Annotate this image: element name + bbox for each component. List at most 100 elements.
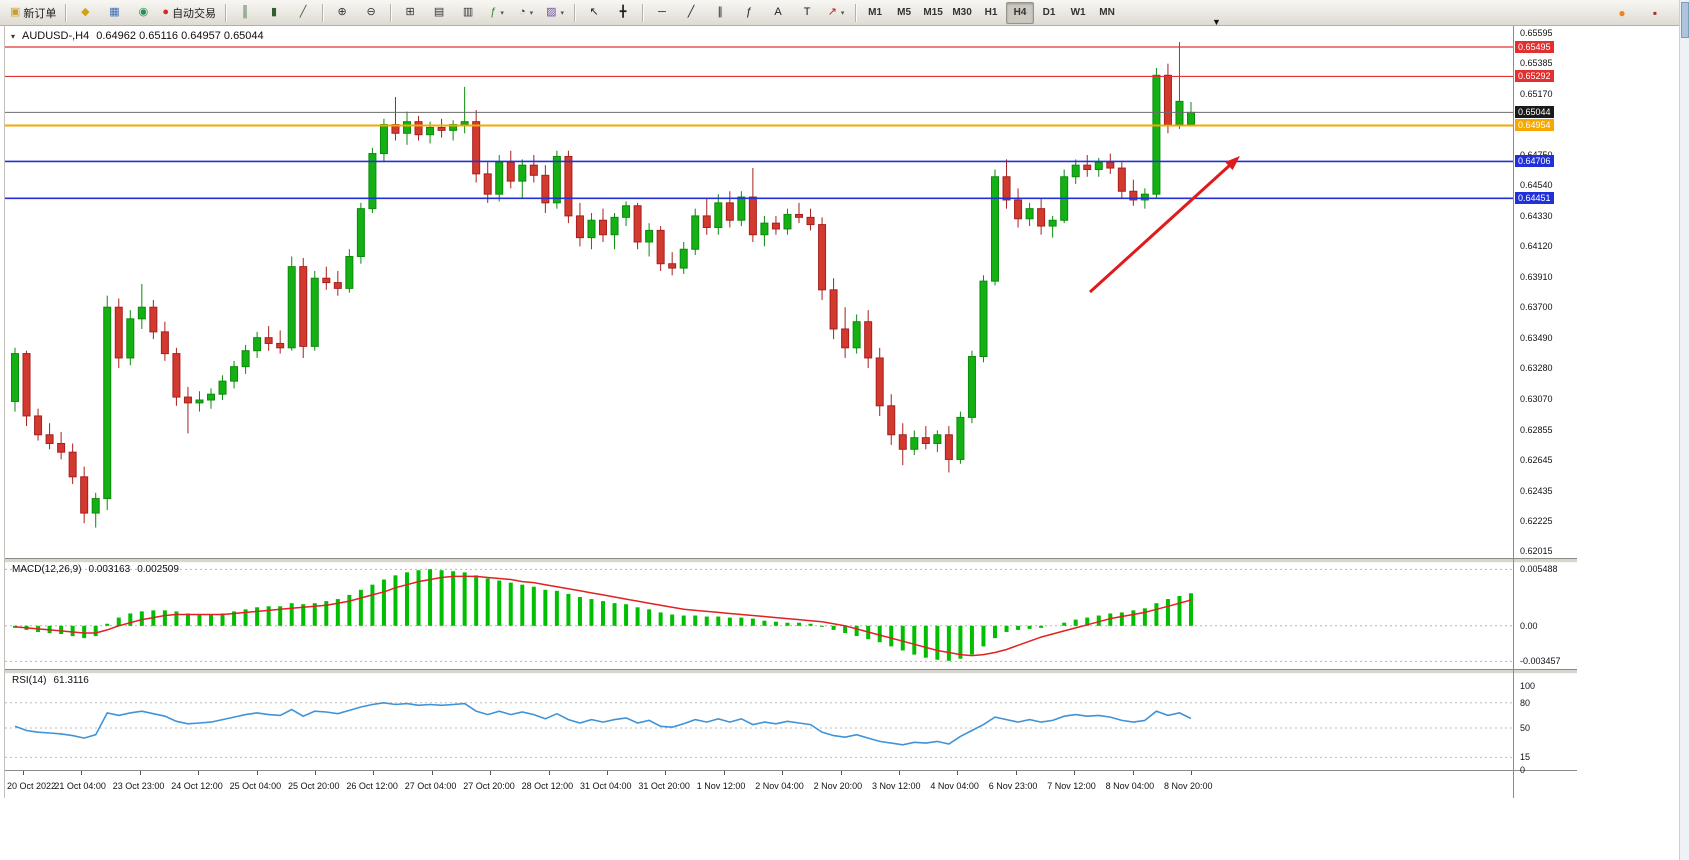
macd-chart-canvas[interactable] [5,561,1513,669]
macd-name: MACD(12,26,9) [12,564,82,575]
time-label: 2 Nov 20:00 [813,781,863,791]
new-order-button-label: 新订单 [23,7,57,20]
rsi-tick: 100 [1520,681,1536,691]
market-watch-button[interactable]: ◆ [71,2,99,24]
timeframe-d1-button[interactable]: D1 [1035,2,1063,24]
time-axis[interactable]: 20 Oct 2022 21 Oct 04:00 23 Oct 23:00 24 Oc… [5,770,1577,799]
rsi-label: RSI(14) 61.3116 [12,675,89,686]
cursor-icon: ↖ [589,6,599,18]
crosshair-button[interactable]: ╋ [609,2,637,24]
macd-value-main: 0.003163 [88,564,131,575]
new-order-icon: ▣ [10,6,21,18]
label-tool-button[interactable]: T [793,2,821,24]
line-chart-icon: ╱ [299,6,307,18]
zoom-out-icon: ⊖ [366,6,376,18]
fibonacci-tool-button[interactable]: ƒ [735,2,763,24]
new-order-button[interactable]: ▣ 新订单 [6,2,60,24]
price-tick: 0.64120 [1520,241,1553,252]
bar-chart-button[interactable]: ║ [231,2,259,24]
candle-chart-icon: ▮ [271,6,278,18]
text-tool-icon: A [774,6,782,18]
dropdown-caret-icon: ▾ [529,9,534,17]
data-window-button[interactable]: ▦ [100,2,128,24]
vertical-scrollbar[interactable] [1679,0,1689,860]
indicators-icon: ƒ [490,6,497,18]
macd-pane[interactable]: MACD(12,26,9) 0.003163 0.002509 [5,561,1513,669]
timeframe-m1-button[interactable]: M1 [861,2,889,24]
price-line-label: 0.64706 [1515,155,1554,168]
dropdown-caret-icon: ▾ [560,9,565,17]
price-pane[interactable]: ▾ AUDUSD-,H4 0.64962 0.65116 0.64957 0.6… [5,26,1513,558]
timeframe-h1-button[interactable]: H1 [977,2,1005,24]
chart-shift-marker-icon: ▼ [1212,17,1221,27]
price-tick: 0.63490 [1520,332,1553,343]
time-label: 20 Oct 2022 [7,781,57,791]
price-tick: 0.64540 [1520,180,1553,191]
time-label: 27 Oct 20:00 [463,781,515,791]
cascade-button[interactable]: ▤ [425,2,453,24]
time-tick [1132,771,1134,775]
one-click-trading-toggle-icon[interactable]: ▾ [11,31,16,41]
pane-separator[interactable] [5,558,1577,563]
price-tick: 0.62225 [1520,516,1553,527]
hline-tool-button[interactable]: ─ [648,2,676,24]
zoom-in-button[interactable]: ⊕ [328,2,356,24]
time-label: 25 Oct 20:00 [288,781,340,791]
channel-tool-button[interactable]: ∥ [706,2,734,24]
data-window-icon: ▦ [109,6,120,18]
app-badge[interactable]: ▪ [1641,2,1669,24]
scrollbar-thumb[interactable] [1681,2,1689,38]
time-label: 8 Nov 04:00 [1105,781,1155,791]
timeframe-m5-button-label: M5 [897,7,912,18]
timeframe-w1-button[interactable]: W1 [1064,2,1092,24]
timeframe-m5-button[interactable]: M5 [890,2,918,24]
timeframe-m15-button[interactable]: M15 [919,2,947,24]
time-label: 25 Oct 04:00 [229,781,282,791]
time-label: 4 Nov 04:00 [930,781,979,791]
label-tool-icon: T [803,6,811,18]
chart-left-border [4,26,5,798]
toolbar-separator [322,3,324,22]
price-chart-canvas[interactable] [5,26,1513,558]
price-line-label: 0.65292 [1515,70,1554,83]
trendline-tool-button[interactable]: ╱ [677,2,705,24]
arrange-button[interactable]: ▥ [454,2,482,24]
autotrading-button[interactable]: ● 自动交易 [158,2,220,24]
timeframe-mn-button[interactable]: MN [1093,2,1121,24]
cursor-button[interactable]: ↖ [580,2,608,24]
line-chart-button[interactable]: ╱ [289,2,317,24]
market-watch-icon: ◆ [81,6,90,18]
rsi-tick: 0 [1520,765,1526,775]
price-tick: 0.64750 [1520,150,1553,160]
chart-ohlc-values: 0.64962 0.65116 0.64957 0.65044 [96,30,264,42]
navigator-icon: ◉ [138,6,149,18]
arrows-tool-button[interactable]: ↗ ▾ [822,2,850,24]
price-axis[interactable]: 0.65595 0.65385 0.65170 0.64750 0.64540 0.643… [1513,26,1580,798]
tile-windows-button[interactable]: ⊞ [396,2,424,24]
periods-icon: ◔ [518,6,526,18]
alert-badge[interactable]: ● [1608,2,1636,24]
templates-button[interactable]: ▨ ▾ [541,2,569,24]
rsi-pane[interactable]: RSI(14) 61.3116 [5,672,1513,770]
text-tool-button[interactable]: A [764,2,792,24]
candle-chart-button[interactable]: ▮ [260,2,288,24]
navigator-button[interactable]: ◉ [129,2,157,24]
rsi-chart-canvas[interactable] [5,672,1513,770]
timeframe-m30-button[interactable]: M30 [948,2,976,24]
alert-badge-icon: ● [1618,5,1626,20]
zoom-out-button[interactable]: ⊖ [357,2,385,24]
timeframe-h4-button[interactable]: H4 [1006,1,1035,24]
periods-button[interactable]: ◔ ▾ [512,2,540,24]
indicators-button[interactable]: ƒ ▾ [483,2,511,24]
timeframe-h1-button-label: H1 [984,7,998,18]
toolbar-separator [642,3,644,22]
time-label: 8 Nov 20:00 [1164,781,1213,791]
app-badge-icon: ▪ [1652,5,1658,20]
autotrading-icon: ● [162,6,170,18]
time-label: 7 Nov 12:00 [1047,781,1096,791]
pane-separator[interactable] [5,669,1577,674]
time-label: 28 Oct 12:00 [521,781,574,791]
time-tick [548,771,550,775]
price-line-label: 0.65044 [1515,106,1554,119]
price-tick: 0.62855 [1520,424,1553,435]
